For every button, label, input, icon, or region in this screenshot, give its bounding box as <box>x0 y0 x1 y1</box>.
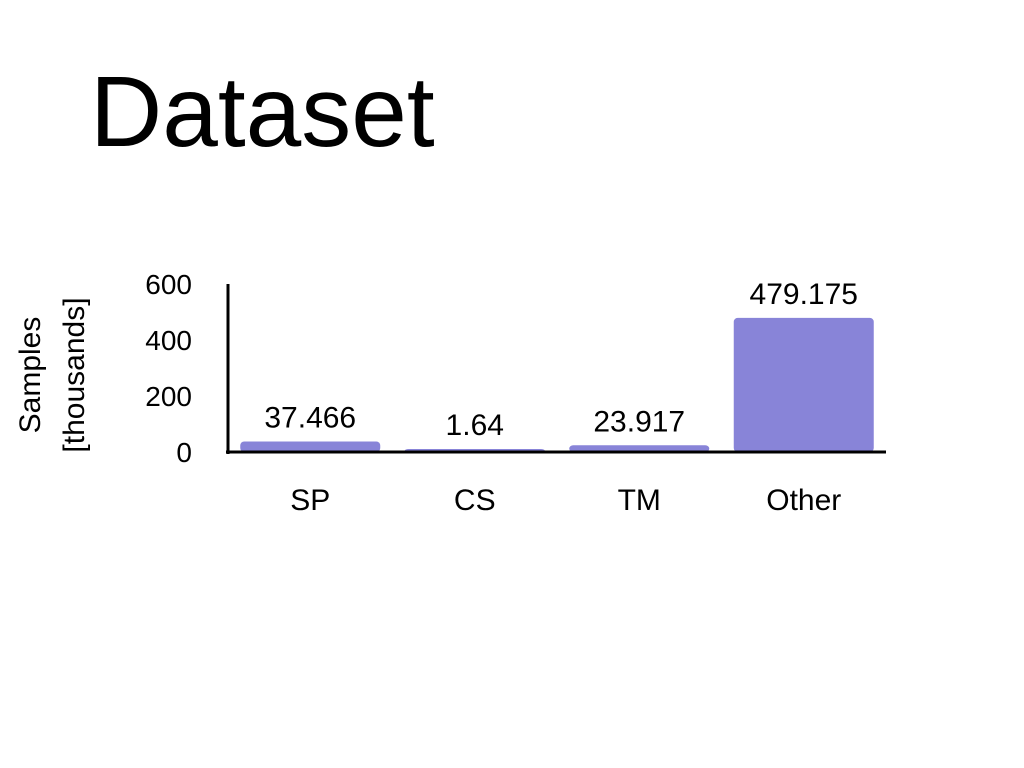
bar-tm <box>569 445 710 452</box>
page-title: Dataset <box>90 56 435 168</box>
data-label: 37.466 <box>264 402 356 435</box>
y-axis-title: Samples [thousands] <box>14 297 91 452</box>
y-tick-label: 200 <box>145 381 192 412</box>
y-axis-title-line: [thousands] <box>58 297 91 452</box>
bar-sp <box>240 441 381 452</box>
data-label: 1.64 <box>446 409 504 442</box>
x-tick-label: Other <box>766 484 841 517</box>
y-tick-label: 600 <box>145 269 192 300</box>
x-tick-label: SP <box>290 484 330 517</box>
x-tick-label: CS <box>454 484 496 517</box>
x-tick-label: TM <box>618 484 661 517</box>
y-tick-label: 400 <box>145 325 192 356</box>
y-axis-title-line: Samples <box>14 317 47 434</box>
y-tick-label: 0 <box>176 437 192 468</box>
data-label: 23.917 <box>593 405 685 438</box>
data-label: 479.175 <box>750 278 858 311</box>
bar-other <box>733 317 874 452</box>
